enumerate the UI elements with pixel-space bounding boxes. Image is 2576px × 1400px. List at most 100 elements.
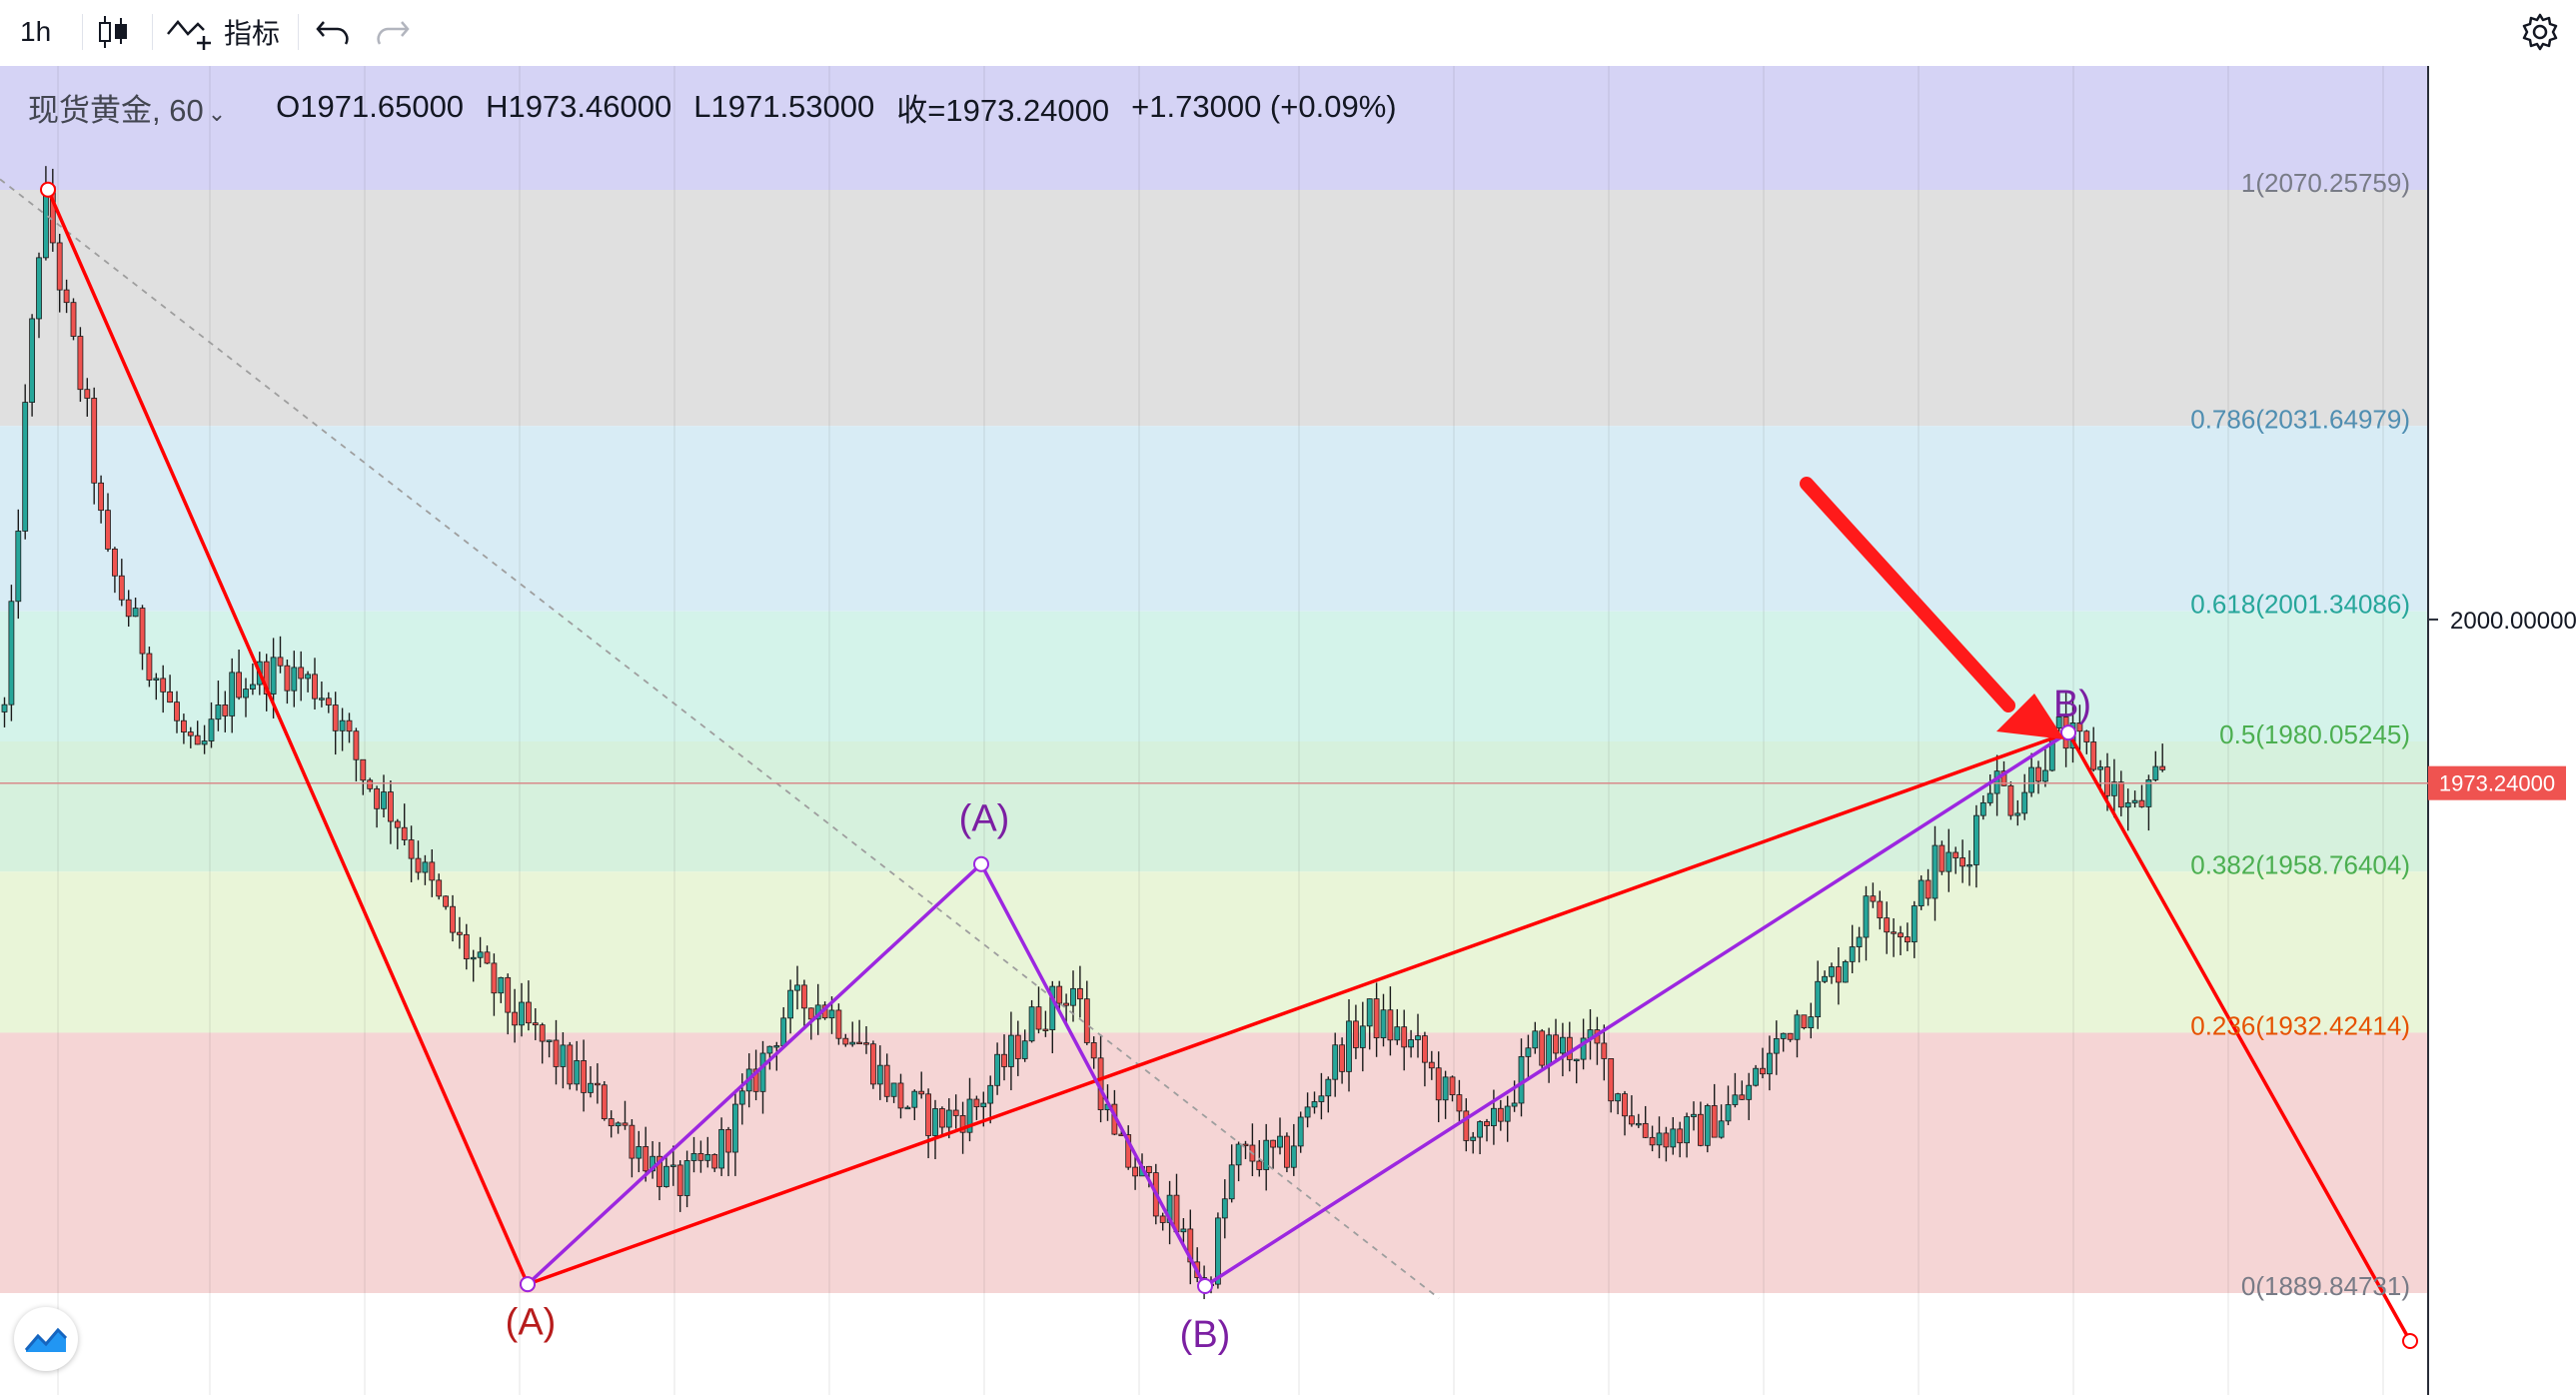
candle-body — [2007, 784, 2014, 816]
candle — [1573, 1058, 1580, 1084]
price-chart[interactable]: (A) (A) (B) B) 1(2070.25759) 0.786(2031.6497… — [0, 66, 2576, 1395]
candle-body — [1691, 1113, 1697, 1117]
candle — [160, 665, 167, 713]
tradingview-logo-button[interactable] — [14, 1307, 78, 1371]
candle-body — [332, 704, 339, 731]
candle — [876, 1045, 883, 1100]
candle — [1401, 1009, 1408, 1071]
candle-body — [1063, 1002, 1069, 1006]
candle-body — [1346, 1020, 1352, 1072]
candle — [1532, 1021, 1539, 1054]
arrow-head — [1996, 694, 2064, 739]
chart-type-button[interactable] — [96, 8, 130, 56]
candle — [1063, 993, 1069, 1023]
interval-button[interactable]: 1h — [20, 8, 51, 56]
candle — [2076, 704, 2083, 750]
candle — [1698, 1101, 1704, 1147]
candle — [353, 727, 360, 781]
candle — [1760, 1047, 1766, 1079]
fib-level-label: 0(1889.84731) — [2241, 1271, 2410, 1301]
candle — [1435, 1051, 1442, 1123]
candle-body — [1884, 917, 1891, 933]
redo-button[interactable] — [374, 8, 410, 56]
candle-body — [305, 674, 312, 680]
candle-body — [973, 1098, 980, 1108]
candle-body — [1083, 998, 1090, 1043]
candle-body — [1986, 792, 1993, 803]
candle — [291, 651, 298, 707]
candle — [470, 949, 477, 982]
candle — [1560, 1022, 1566, 1077]
candle-body — [22, 402, 29, 532]
candle — [2117, 770, 2124, 816]
candle-body — [1311, 1101, 1318, 1108]
candle-body — [1, 703, 8, 712]
candle — [263, 654, 270, 711]
candle — [711, 1153, 718, 1172]
candle-body — [876, 1064, 883, 1085]
candle-body — [249, 684, 256, 690]
candle — [1622, 1090, 1628, 1136]
candle-body — [1945, 851, 1952, 872]
candle-body — [656, 1155, 662, 1187]
candle — [1504, 1095, 1511, 1142]
candle-body — [139, 608, 146, 655]
candle — [1470, 1131, 1477, 1154]
candle — [36, 252, 42, 339]
undo-button[interactable] — [316, 8, 352, 56]
candle — [987, 1075, 994, 1124]
candle-body — [1304, 1106, 1311, 1118]
candle-body — [890, 1082, 897, 1097]
candle — [1629, 1095, 1635, 1127]
candle — [63, 279, 70, 314]
candle — [1829, 962, 1835, 984]
candle — [298, 651, 305, 701]
candle — [697, 1140, 704, 1173]
candle — [1986, 774, 1993, 806]
candle — [532, 1008, 539, 1040]
candle-body — [374, 787, 381, 809]
candle-body — [498, 976, 505, 994]
candle-body — [443, 895, 450, 907]
candle — [973, 1095, 980, 1120]
candle — [1746, 1072, 1753, 1120]
candle — [656, 1141, 662, 1201]
candle-body — [1228, 1164, 1235, 1200]
wave-line-red — [2066, 731, 2412, 1342]
candle-body — [125, 599, 132, 618]
candle-body — [1463, 1110, 1470, 1141]
candle-body — [711, 1153, 718, 1169]
symbol-title[interactable]: 现货黄金, 60 ⌄ — [28, 85, 226, 130]
settings-button[interactable] — [2520, 8, 2560, 56]
candle — [456, 916, 463, 949]
candle — [125, 590, 132, 628]
chart-area[interactable]: (A) (A) (B) B) 1(2070.25759) 0.786(2031.6497… — [0, 66, 2576, 1395]
candle — [208, 701, 215, 748]
candle — [139, 605, 146, 671]
candle-body — [1836, 966, 1842, 983]
candle — [1339, 1037, 1345, 1084]
candle — [629, 1119, 636, 1178]
candle — [1415, 1013, 1421, 1058]
candle — [856, 1019, 862, 1045]
wave-anchor-point — [2060, 724, 2076, 741]
candle — [890, 1082, 897, 1103]
candle — [153, 673, 160, 700]
candle — [1353, 1004, 1359, 1059]
candle-body — [980, 1102, 987, 1108]
trend-line-dashed — [0, 178, 1440, 1299]
indicators-button[interactable]: 指标 — [166, 8, 280, 56]
candle-body — [676, 1164, 683, 1196]
candle-body — [994, 1053, 1000, 1086]
candle-body — [526, 1001, 532, 1024]
candle — [1704, 1103, 1711, 1153]
candle — [2042, 748, 2048, 787]
candle-body — [291, 667, 298, 692]
candle — [669, 1145, 676, 1186]
candle — [1938, 840, 1945, 875]
candle — [2145, 774, 2152, 831]
fib-level-label: 0.786(2031.64979) — [2190, 404, 2410, 434]
candle-body — [1767, 1052, 1773, 1075]
candle — [2028, 752, 2034, 797]
candle — [1008, 1011, 1014, 1091]
